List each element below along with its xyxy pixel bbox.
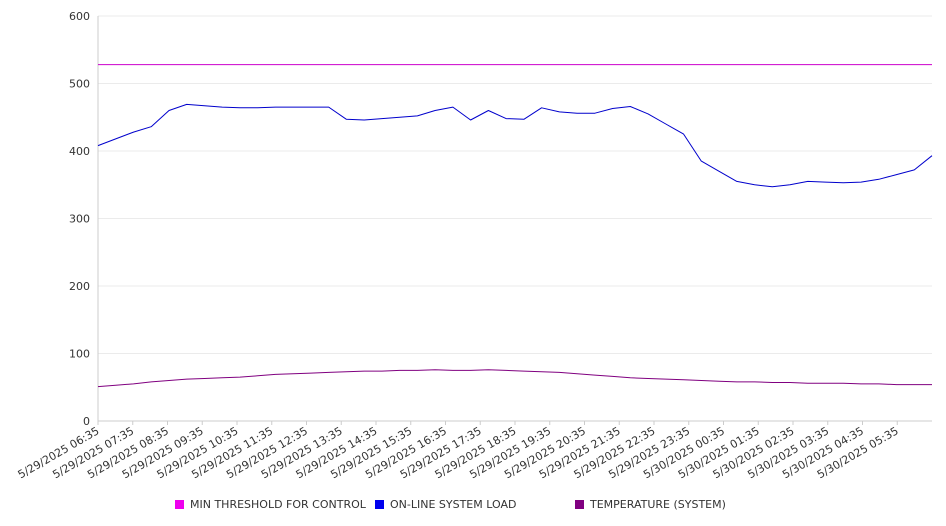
legend-swatch-min-threshold (175, 500, 184, 509)
series-lines (97, 64, 933, 388)
legend-item-min-threshold: MIN THRESHOLD FOR CONTROL (175, 498, 366, 511)
y-tick-label: 0 (83, 415, 90, 428)
y-tick-label: 400 (69, 145, 90, 158)
legend-swatch-temperature (575, 500, 584, 509)
y-tick-label: 100 (69, 348, 90, 361)
y-tick-label: 300 (69, 213, 90, 226)
y-tick-label: 600 (69, 10, 90, 23)
series-line-1 (97, 103, 933, 188)
y-tick-label: 500 (69, 78, 90, 91)
legend-swatch-system-load (375, 500, 384, 509)
legend-item-temperature: TEMPERATURE (SYSTEM) (575, 498, 726, 511)
line-chart: 0 100 200 300 400 500 600 5/29/2025 06:355/29/… (16, 10, 933, 481)
series-line-2 (97, 369, 932, 388)
legend-label-min-threshold: MIN THRESHOLD FOR CONTROL (190, 498, 366, 511)
grid-lines (98, 15, 932, 422)
y-axis: 0 100 200 300 400 500 600 (69, 10, 99, 428)
legend-item-system-load: ON-LINE SYSTEM LOAD (375, 498, 516, 511)
legend: MIN THRESHOLD FOR CONTROL ON-LINE SYSTEM… (0, 498, 946, 514)
y-tick-label: 200 (69, 280, 90, 293)
legend-label-temperature: TEMPERATURE (SYSTEM) (590, 498, 726, 511)
x-axis: 5/29/2025 06:355/29/2025 07:355/29/2025 … (16, 420, 932, 481)
legend-label-system-load: ON-LINE SYSTEM LOAD (390, 498, 517, 511)
